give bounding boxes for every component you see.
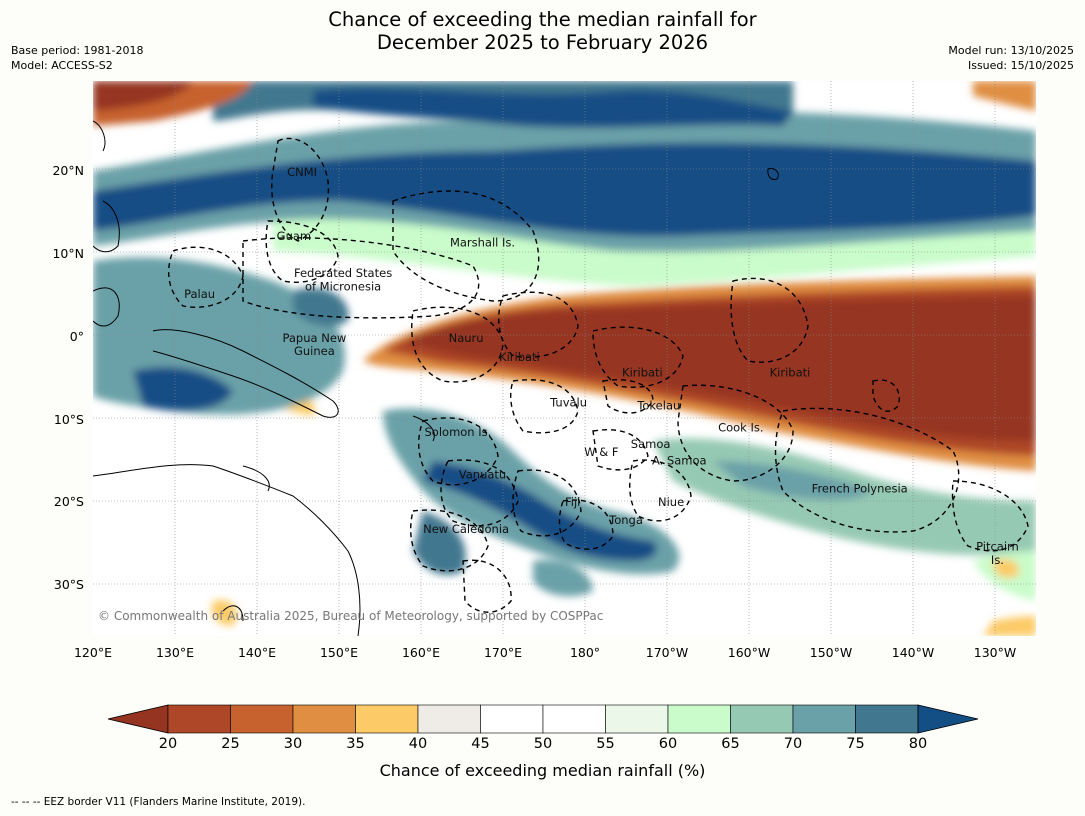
colorbar-tick-label: 30 <box>283 736 303 752</box>
copyright-notice: © Commonwealth of Australia 2025, Bureau… <box>98 609 604 623</box>
place-label: Kiribati <box>770 366 811 380</box>
colorbar-tick-label: 55 <box>596 736 615 752</box>
place-label: New Caledonia <box>423 522 509 536</box>
place-label: Vanuatu <box>459 467 506 481</box>
place-label: Pitcairn <box>976 540 1019 554</box>
colorbar-cell <box>605 704 669 734</box>
colorbar-tick-label: 50 <box>533 736 553 752</box>
colorbar-cell <box>542 704 606 734</box>
place-label: CNMI <box>287 165 317 179</box>
longitude-tick-label: 160°W <box>727 645 771 660</box>
place-label: Guinea <box>294 344 335 358</box>
colorbar-cell <box>355 704 419 734</box>
longitude-tick-label: 120°E <box>73 645 112 660</box>
place-label: A. Samoa <box>652 453 707 467</box>
colorbar-tick-label: 65 <box>721 736 740 752</box>
longitude-tick-label: 150°W <box>809 645 853 660</box>
longitude-tick-label: 180° <box>569 645 601 660</box>
place-label: Nauru <box>449 331 484 345</box>
colorbar-cell <box>730 704 794 734</box>
colorbar-cells <box>107 704 979 734</box>
place-label: of Micronesia <box>305 279 381 293</box>
longitude-tick-label: 160°E <box>401 645 440 660</box>
place-label: Samoa <box>631 437 671 451</box>
latitude-tick-label: 20°N <box>52 163 84 179</box>
colorbar-tick-label: 20 <box>158 736 178 752</box>
colorbar <box>107 704 979 734</box>
place-label: Tokelau <box>636 399 680 413</box>
place-label: Niue <box>658 495 684 509</box>
colorbar-tick-label: 45 <box>471 736 490 752</box>
issued-text: Issued: 15/10/2025 <box>967 59 1074 72</box>
place-label: Palau <box>184 287 215 301</box>
place-label: Fiji <box>565 495 580 509</box>
eez-footnote: -- -- -- EEZ border V11 (Flanders Marine… <box>11 796 306 808</box>
colorbar-tick-label: 25 <box>221 736 240 752</box>
place-label: Kiribati <box>622 366 663 380</box>
place-label: Solomon Is. <box>425 425 492 439</box>
colorbar-tick-label: 60 <box>658 736 678 752</box>
colorbar-tick-label: 40 <box>408 736 428 752</box>
colorbar-tick-label: 35 <box>346 736 365 752</box>
place-label: Federated States <box>294 266 392 280</box>
colorbar-cell <box>230 704 294 734</box>
probability-field <box>93 81 1036 636</box>
colorbar-tick-label: 70 <box>783 736 803 752</box>
place-label: Is. <box>991 553 1004 567</box>
colorbar-tick-label: 80 <box>908 736 928 752</box>
colorbar-under-arrow <box>107 704 169 734</box>
latitude-tick-label: 30°S <box>53 577 84 593</box>
map-panel: CNMI Guam Marshall Is. Federated States of M… <box>93 81 1036 636</box>
chart-title: Chance of exceeding the median rainfall … <box>0 8 1085 54</box>
meta-right: Model run: 13/10/2025 Issued: 15/10/2025 <box>948 43 1074 73</box>
model-run-text: Model run: 13/10/2025 <box>948 44 1074 57</box>
colorbar-over-arrow <box>917 704 979 734</box>
latitude-tick-label: 20°S <box>53 494 84 510</box>
place-label: Tonga <box>608 513 643 527</box>
longitude-tick-label: 140°W <box>891 645 935 660</box>
place-label: Tuvalu <box>549 395 587 409</box>
place-label: French Polynesia <box>812 482 908 496</box>
place-label: Guam <box>277 229 311 243</box>
longitude-tick-label: 170°W <box>645 645 689 660</box>
colorbar-cell <box>417 704 481 734</box>
longitude-tick-label: 150°E <box>319 645 358 660</box>
place-label: W & F <box>584 445 618 459</box>
place-label: Cook Is. <box>718 420 763 434</box>
meta-left: Base period: 1981-2018 Model: ACCESS-S2 <box>11 43 143 73</box>
coastlines <box>93 120 779 636</box>
latitude-tick-label: 10°S <box>53 411 84 427</box>
title-line-1: Chance of exceeding the median rainfall … <box>328 8 757 31</box>
longitude-tick-label: 170°E <box>483 645 522 660</box>
longitude-tick-label: 140°E <box>237 645 276 660</box>
model-text: Model: ACCESS-S2 <box>11 59 113 72</box>
place-label: Papua New <box>282 331 346 345</box>
colorbar-label: Chance of exceeding median rainfall (%) <box>379 761 706 780</box>
colorbar-tick-label: 75 <box>846 736 865 752</box>
colorbar-cell <box>792 704 856 734</box>
latitude-tick-label: 10°N <box>52 245 84 261</box>
longitude-tick-label: 130°E <box>155 645 194 660</box>
place-label: Kiribati <box>499 350 540 364</box>
longitude-tick-label: 130°W <box>973 645 1017 660</box>
colorbar-cell <box>667 704 731 734</box>
colorbar-cell <box>480 704 544 734</box>
colorbar-cell <box>167 704 231 734</box>
colorbar-cell <box>292 704 356 734</box>
latitude-tick-label: 0° <box>69 328 84 344</box>
eez-borders <box>167 137 1029 613</box>
base-period-text: Base period: 1981-2018 <box>11 44 144 57</box>
colorbar-cell <box>855 704 919 734</box>
title-line-2: December 2025 to February 2026 <box>376 31 709 54</box>
place-label: Marshall Is. <box>450 236 515 250</box>
